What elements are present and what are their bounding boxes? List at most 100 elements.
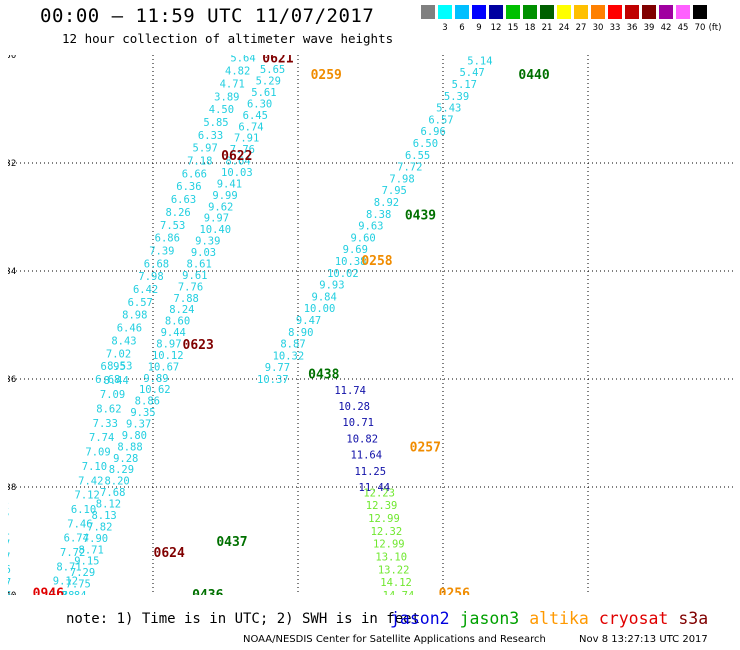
wave-height-value: 7.53 [160,220,185,232]
wave-height-value: 6.74 [64,533,89,545]
legend-swatch [574,5,588,19]
legend-label: 70 [694,23,706,33]
lat-tick-label: -38 [8,483,16,493]
wave-height-value: 6.50 [413,138,438,150]
legend-swatch [642,5,656,19]
wave-height-value: 4.50 [209,104,234,116]
wave-height-value: 7.74 [89,432,114,444]
wave-height-value: 5.39 [444,91,469,103]
pass-time-label: 0259 [311,68,342,83]
wave-height-value: 6.33 [198,130,223,142]
wave-height-value: 8.43 [111,335,136,347]
wave-height-value: 10.03 [221,167,253,179]
pass-time-label: 0438 [308,368,339,383]
wave-height-value: 8.53 [107,361,132,373]
page-title: 00:00 – 11:59 UTC 11/07/2017 [40,5,375,27]
satellite-jason3: jason3 [459,609,520,628]
wave-height-value: 5.97 [193,143,218,155]
pass-time-label: 0257 [410,441,441,456]
wave-height-value: 7.09 [100,389,125,401]
legend-label: 27 [575,23,587,33]
wave-height-value: 8.32 [8,500,9,512]
wave-height-value: 12.39 [366,500,398,512]
wave-height-value: 9.27 [8,551,11,563]
wave-height-value: 14.12 [380,577,412,589]
wave-height-value: 8.12 [96,499,121,511]
wave-height-value: 8.87 [280,339,305,351]
wave-height-value: 7.76 [230,144,255,156]
wave-height-value: 8.29 [109,464,134,476]
wave-height-value: 10.32 [273,350,305,362]
wave-height-value: 7.72 [397,162,422,174]
wave-height-value: 5.14 [467,55,492,67]
legend-swatch [608,5,622,19]
wave-height-value: 10.00 [304,303,336,315]
wave-height-value: 6.45 [243,110,268,122]
wave-height-value: 9.47 [8,513,9,525]
legend-swatch [557,5,571,19]
legend-swatch [472,5,486,19]
wave-height-value: 10.40 [199,224,231,236]
wave-height-value: 7.88 [174,293,199,305]
wave-height-value: 7.68 [100,487,125,499]
wave-height-value: 8.61 [187,258,212,270]
wave-height-value: 7.90 [83,533,108,545]
wave-height-value: 8.90 [288,327,313,339]
legend-label: 6 [459,23,465,33]
wave-height-value: 9.69 [343,244,368,256]
wave-height-value: 6.36 [176,181,201,193]
wave-height-value: 8.98 [122,310,147,322]
credit-line: NOAA/NESDIS Center for Satellite Applica… [243,634,546,645]
legend-swatch [676,5,690,19]
wave-height-value: 9.84 [312,291,337,303]
legend-label: 33 [609,23,621,33]
wave-height-value: 5.43 [436,103,461,115]
legend-label: 21 [541,23,553,33]
wave-height-value: 12.32 [371,526,403,538]
legend-swatch [506,5,520,19]
wave-height-value: 8.77 [8,538,10,550]
wave-height-value: 5.47 [459,67,484,79]
legend-label: 18 [524,23,536,33]
wave-height-value: 10.28 [338,401,370,413]
legend-label: 30 [592,23,604,33]
wave-height-value: 5.61 [251,87,276,99]
legend-swatch [591,5,605,19]
wave-height-value: 8.24 [169,304,194,316]
wave-height-value: 9.35 [130,407,155,419]
wave-height-value: 6.42 [133,284,158,296]
pass-time-label: 0437 [216,535,247,550]
wave-height-value: 5.17 [452,79,477,91]
wave-height-value: 11.44 [359,482,391,494]
wave-height-value: 9.41 [217,178,242,190]
wave-height-value: 6.57 [128,297,153,309]
legend-swatch [455,5,469,19]
wave-height-value: 6.95 [100,361,125,373]
wave-height-value: 8.88 [117,441,142,453]
wave-height-value: 10.38 [335,256,367,268]
legend-unit: (ft) [708,23,722,33]
legend-label: 9 [476,23,482,33]
wave-height-value: 9.03 [191,247,216,259]
wave-height-value: 6.68 [144,258,169,270]
wave-height-value: 7.98 [138,271,163,283]
wave-height-value: 7.84 [61,590,86,595]
wave-height-value: 14.74 [383,590,415,595]
wave-height-value: 4.82 [225,66,250,78]
wave-height-value: 8.97 [156,338,181,350]
pass-time-label: 0623 [183,338,214,353]
legend-swatch [489,5,503,19]
wave-height-value: 9.97 [204,213,229,225]
satellite-jason2: jason2 [390,609,450,628]
wave-height-value: 8.71 [79,544,104,556]
wave-height-value: 9.37 [126,419,151,431]
lat-tick-label: -36 [8,375,16,385]
wave-height-value: 7.91 [234,133,259,145]
wave-height-value: 6.10 [71,504,96,516]
footer-note: note: 1) Time is in UTC; 2) SWH is in fe… [66,611,421,627]
wave-height-value: 6.46 [117,323,142,335]
wave-height-value: 6.68 [95,374,120,386]
satellite-s3a: s3a [678,609,709,628]
legend-swatch [625,5,639,19]
wave-height-value: 7.75 [66,579,91,591]
